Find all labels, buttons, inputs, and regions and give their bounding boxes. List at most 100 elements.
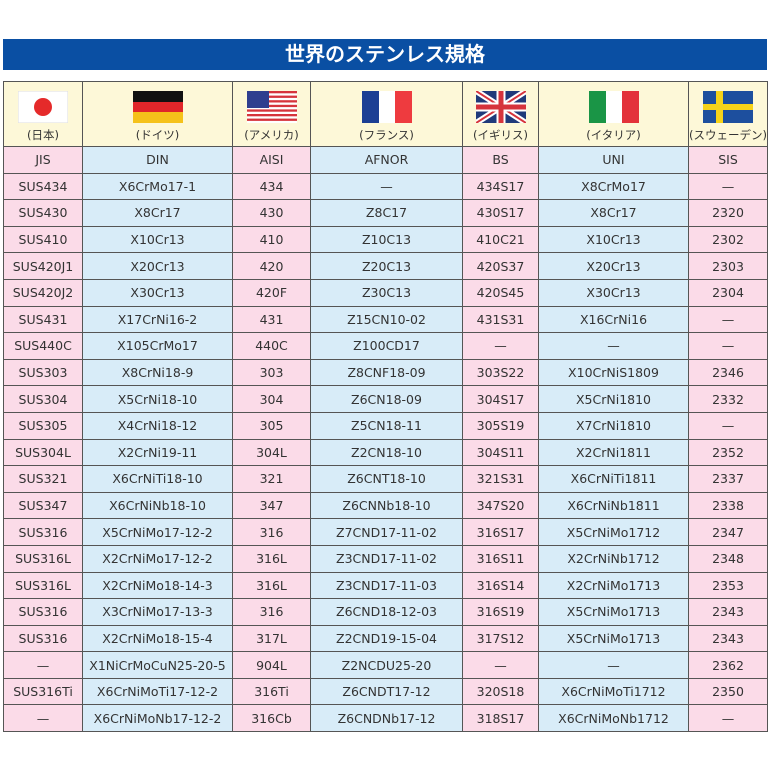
- column-header: DIN: [82, 146, 233, 174]
- table-cell: 2338: [688, 491, 768, 520]
- table-cell: Z6CNT18-10: [310, 465, 463, 493]
- table-cell: 304S17: [462, 385, 539, 413]
- table-cell: Z30C13: [310, 278, 463, 307]
- table-row: SUS316 X2CrNiMo18-15-4 317L Z2CND19-15-04 31…: [3, 624, 768, 653]
- table-row: — X6CrNiMoNb17-12-2 316Cb Z6CNDNb17-12 318S1…: [3, 704, 768, 733]
- table-cell: 320S18: [462, 677, 539, 706]
- table-row: SUS304L X2CrNi19-11 304L Z2CN18-10 304S11 X2C…: [3, 438, 768, 467]
- table-cell: 904L: [232, 651, 311, 679]
- table-cell: X6CrNiTi1811: [538, 465, 689, 493]
- table-cell: X4CrNi18-12: [82, 411, 233, 440]
- table-cell: X20Cr13: [82, 252, 233, 280]
- table-cell: —: [538, 332, 689, 360]
- table-cell: —: [688, 332, 768, 360]
- table-cell: X6CrNiMoNb1712: [538, 704, 689, 733]
- table-cell: X5CrNiMo1713: [538, 624, 689, 653]
- table-cell: 305: [232, 411, 311, 440]
- table-cell: X6CrNiNb1811: [538, 491, 689, 520]
- table-row: SUS431 X17CrNi16-2 431 Z15CN10-02 431S31 X16C…: [3, 305, 768, 334]
- page-title: 世界のステンレス規格: [3, 39, 767, 70]
- country-label: (イギリス): [473, 128, 528, 142]
- table-cell: X30Cr13: [82, 278, 233, 307]
- table-cell: 430S17: [462, 199, 539, 227]
- table-row: SUS316 X3CrNiMo17-13-3 316 Z6CND18-12-03 316…: [3, 598, 768, 626]
- table-cell: Z20C13: [310, 252, 463, 280]
- table-cell: —: [3, 651, 83, 679]
- table-cell: Z100CD17: [310, 332, 463, 360]
- country-label: (イタリア): [586, 128, 641, 142]
- table-cell: —: [462, 651, 539, 679]
- table-cell: 2332: [688, 385, 768, 413]
- table-cell: X1NiCrMoCuN25-20-5: [82, 651, 233, 679]
- table-cell: X2CrNiMo18-15-4: [82, 624, 233, 653]
- japan-flag-icon: [5, 91, 82, 123]
- table-cell: 303: [232, 358, 311, 387]
- table-cell: X30Cr13: [538, 278, 689, 307]
- table-row: SUS316L X2CrNiMo18-14-3 316L Z3CND17-11-03 3…: [3, 571, 768, 600]
- table-cell: 2353: [688, 571, 768, 600]
- table-cell: Z2CND19-15-04: [310, 624, 463, 653]
- table-cell: SUS316Ti: [3, 677, 83, 706]
- table-cell: 2348: [688, 544, 768, 573]
- table-cell: SUS431: [3, 305, 83, 334]
- table-cell: SUS434: [3, 172, 83, 201]
- country-cell: (フランス): [310, 81, 463, 147]
- table-cell: Z3CND17-11-02: [310, 544, 463, 573]
- table-cell: SUS305: [3, 411, 83, 440]
- table-row: SUS316L X2CrNiMo17-12-2 316L Z3CND17-11-02 3…: [3, 544, 768, 573]
- table-row: SUS304 X5CrNi18-10 304 Z6CN18-09 304S17 X5CrN…: [3, 385, 768, 413]
- table-row: SUS316Ti X6CrNiMoTi17-12-2 316Ti Z6CNDT17-1…: [3, 677, 768, 706]
- table-cell: SUS440C: [3, 332, 83, 360]
- table-cell: 431: [232, 305, 311, 334]
- table-cell: X8CrNi18-9: [82, 358, 233, 387]
- table-cell: SUS316L: [3, 571, 83, 600]
- table-cell: Z5CN18-11: [310, 411, 463, 440]
- table-cell: 321: [232, 465, 311, 493]
- table-cell: SUS316: [3, 598, 83, 626]
- table-cell: X2CrNiMo1713: [538, 571, 689, 600]
- table-cell: X10CrNiS1809: [538, 358, 689, 387]
- table-row: SUS420J2 X30Cr13 420F Z30C13 420S45 X30Cr13 23…: [3, 278, 768, 307]
- table-cell: X5CrNiMo17-12-2: [82, 518, 233, 546]
- table-cell: 431S31: [462, 305, 539, 334]
- table-row: SUS347 X6CrNiNb18-10 347 Z6CNNb18-10 347S20 X…: [3, 491, 768, 520]
- country-cell: (ドイツ): [82, 81, 233, 147]
- table-row: SUS305 X4CrNi18-12 305 Z5CN18-11 305S19 X7CrN…: [3, 411, 768, 440]
- table-cell: 2352: [688, 438, 768, 467]
- table-cell: Z8CNF18-09: [310, 358, 463, 387]
- table-row: SUS410 X10Cr13 410 Z10C13 410C21 X10Cr13 2302: [3, 225, 768, 254]
- table-cell: 2303: [688, 252, 768, 280]
- table-row: — X1NiCrMoCuN25-20-5 904L Z2NCDU25-20— —2362: [3, 651, 768, 679]
- usa-flag-icon: [234, 91, 310, 123]
- table-cell: 316Ti: [232, 677, 311, 706]
- table-cell: X105CrMo17: [82, 332, 233, 360]
- table-cell: 2346: [688, 358, 768, 387]
- table-cell: SUS420J1: [3, 252, 83, 280]
- table-cell: SUS430: [3, 199, 83, 227]
- table-cell: —: [538, 651, 689, 679]
- table-cell: 434: [232, 172, 311, 201]
- column-header: AFNOR: [310, 146, 463, 174]
- table-cell: Z8C17: [310, 199, 463, 227]
- table-cell: 2362: [688, 651, 768, 679]
- table-cell: 2320: [688, 199, 768, 227]
- table-cell: X8Cr17: [82, 199, 233, 227]
- table-cell: 2343: [688, 598, 768, 626]
- table-cell: Z6CNDT17-12: [310, 677, 463, 706]
- table-cell: Z2CN18-10: [310, 438, 463, 467]
- table-cell: Z2NCDU25-20: [310, 651, 463, 679]
- table-cell: 430: [232, 199, 311, 227]
- country-label: (フランス): [359, 128, 414, 142]
- table-cell: SUS420J2: [3, 278, 83, 307]
- table-cell: SUS316L: [3, 544, 83, 573]
- table-cell: 410: [232, 225, 311, 254]
- table-cell: —: [3, 704, 83, 733]
- table-cell: 2304: [688, 278, 768, 307]
- table-cell: X6CrMo17-1: [82, 172, 233, 201]
- table-cell: X2CrNiMo17-12-2: [82, 544, 233, 573]
- table-cell: 2337: [688, 465, 768, 493]
- table-cell: Z6CND18-12-03: [310, 598, 463, 626]
- table-cell: X17CrNi16-2: [82, 305, 233, 334]
- table-cell: X5CrNi18-10: [82, 385, 233, 413]
- table-cell: Z10C13: [310, 225, 463, 254]
